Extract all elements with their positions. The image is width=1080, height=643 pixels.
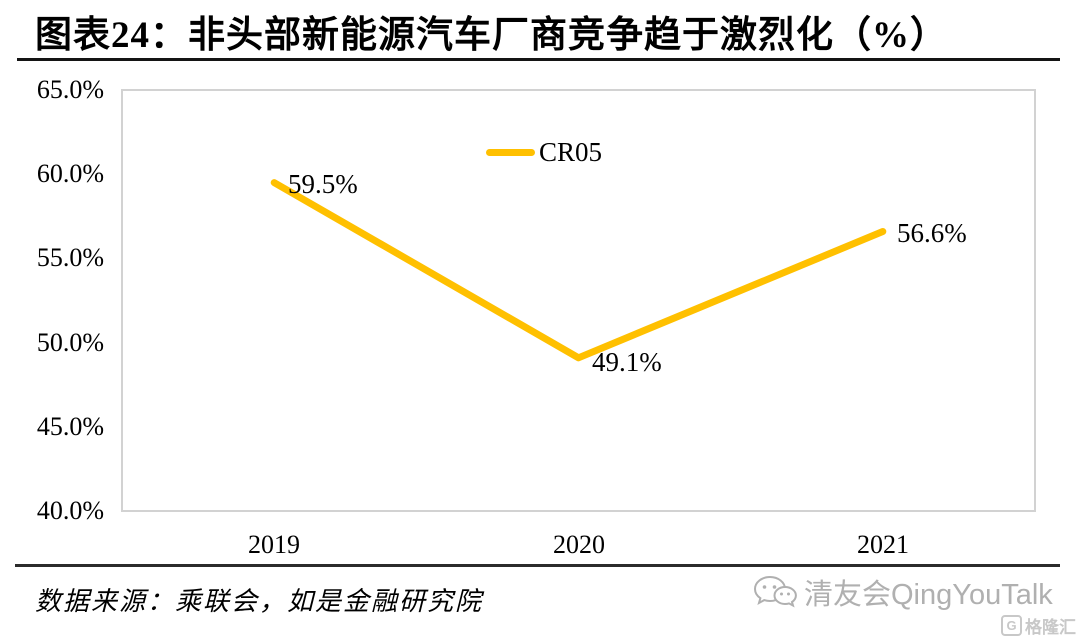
data-label-2020: 49.1% [592, 347, 662, 377]
x-tick-2020: 2020 [553, 530, 605, 559]
figure-title: 图表24：非头部新能源汽车厂商竞争趋于激烈化（%） [35, 15, 948, 56]
cr05-series-line [270, 179, 887, 362]
gelonghui-badge-icon: G [1001, 615, 1022, 636]
y-tick: 55.0% [36, 243, 104, 273]
gelonghui-logo: G 格隆汇 [1001, 613, 1076, 638]
gelonghui-logo-text: 格隆汇 [1025, 618, 1076, 637]
watermark-text: 清友会QingYouTalk [804, 579, 1053, 611]
y-tick: 60.0% [36, 159, 104, 189]
legend-line-swatch [486, 149, 535, 156]
x-tick-2019: 2019 [248, 530, 300, 559]
data-source-note: 数据来源：乘联会，如是金融研究院 [35, 587, 484, 616]
footer-divider [15, 564, 1060, 567]
legend-label: CR05 [539, 137, 603, 167]
y-tick: 40.0% [36, 495, 104, 525]
y-axis-tick-labels: 65.0% 60.0% 55.0% 50.0% 45.0% 40.0% [0, 77, 104, 524]
x-tick-2021: 2021 [857, 530, 909, 559]
wechat-icon [753, 575, 797, 608]
watermark: 清友会QingYouTalk [752, 571, 1053, 613]
plot-area-border [121, 89, 1036, 512]
title-divider [17, 58, 1060, 61]
y-tick: 50.0% [36, 327, 104, 357]
data-label-2021: 56.6% [897, 218, 967, 248]
y-tick: 65.0% [36, 75, 104, 104]
y-tick: 45.0% [36, 411, 104, 441]
data-label-2019: 59.5% [288, 169, 358, 199]
